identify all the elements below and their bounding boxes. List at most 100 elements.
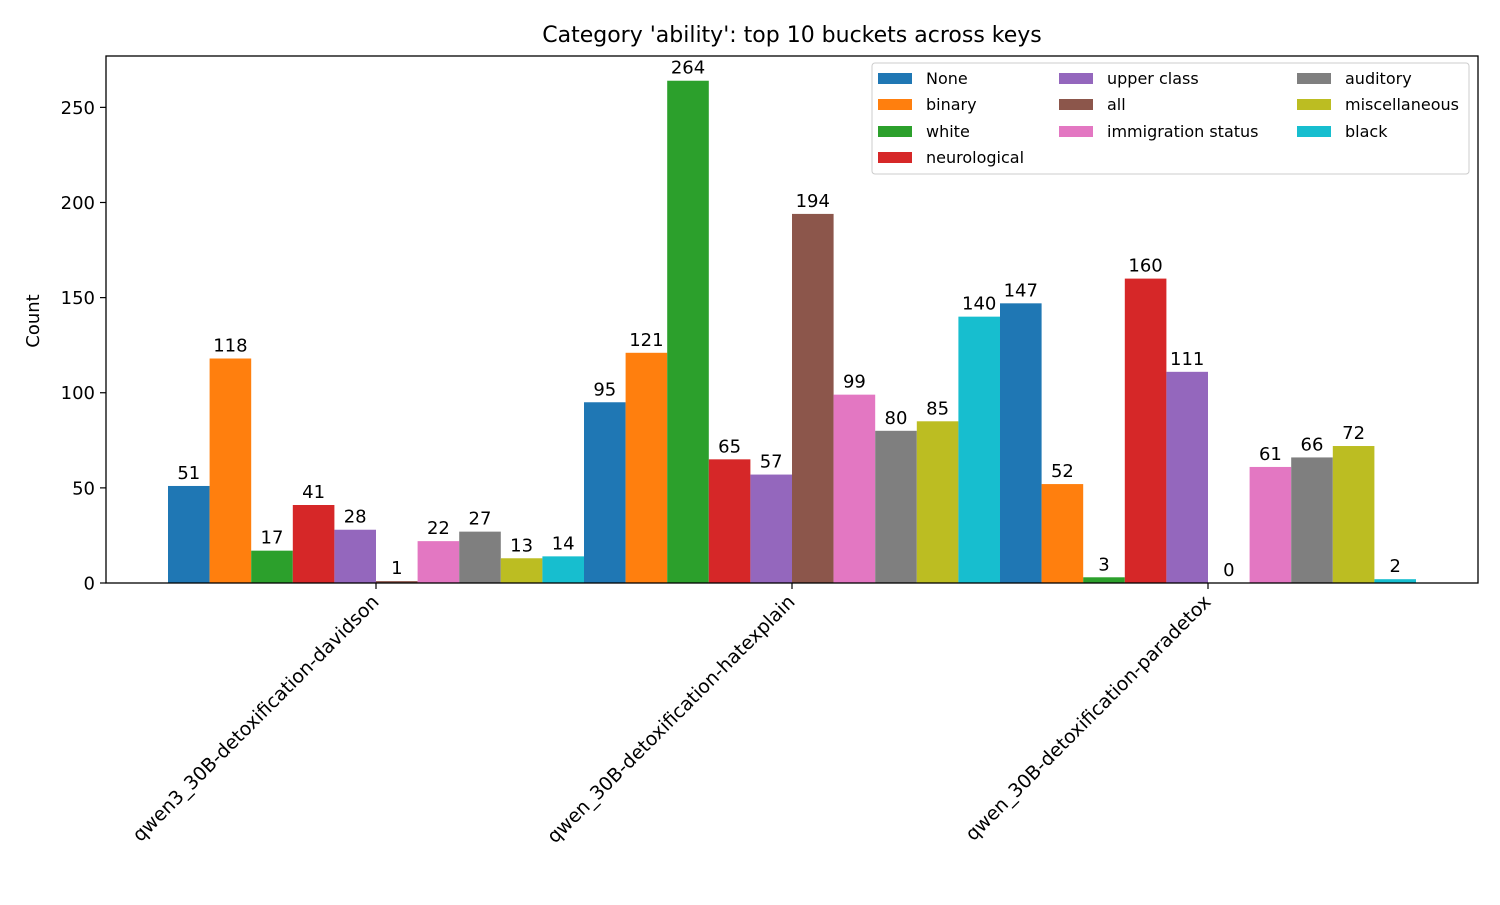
legend-label: None [926, 69, 968, 88]
bar-value-label: 95 [593, 379, 616, 400]
bar-value-label: 2 [1389, 556, 1400, 577]
y-tick-label: 0 [84, 574, 95, 595]
bar-value-label: 41 [302, 482, 325, 503]
bar [500, 558, 543, 583]
bar [1124, 278, 1167, 583]
legend-swatch [1297, 126, 1331, 137]
bar [1000, 303, 1042, 583]
bar-value-label: 22 [427, 518, 450, 539]
series-miscellaneous: 13 85 72 [500, 398, 1375, 583]
bar [1249, 466, 1292, 583]
bar-value-label: 66 [1301, 434, 1324, 455]
bar-value-label: 264 [671, 58, 705, 79]
bar-value-label: 3 [1098, 554, 1109, 575]
bar-value-label: 194 [796, 191, 830, 212]
bar [916, 421, 959, 583]
bar [376, 581, 418, 583]
legend-item: immigration status [1059, 122, 1259, 141]
bar-value-label: 99 [843, 372, 866, 393]
bar-value-label: 57 [760, 452, 783, 473]
bar [1041, 484, 1084, 583]
series-neurological: 41 65 160 [292, 256, 1167, 583]
bar [584, 402, 626, 583]
x-tick-label: qwen3_30B-detoxification-davidson [128, 591, 383, 846]
legend-swatch [878, 126, 912, 137]
bar-value-label: 27 [469, 509, 492, 530]
bar [292, 505, 335, 583]
bar-value-label: 61 [1259, 444, 1282, 465]
legend-label: black [1345, 122, 1388, 141]
legend-label: auditory [1345, 69, 1412, 88]
legend-label: all [1107, 95, 1126, 114]
legend-swatch [1297, 99, 1331, 110]
bar [417, 541, 460, 583]
series-white: 17 264 3 [251, 58, 1125, 583]
legend-item: black [1297, 122, 1388, 141]
bar-value-label: 140 [962, 294, 996, 315]
legend-label: neurological [926, 148, 1024, 167]
bar [833, 394, 876, 583]
bar [708, 459, 751, 583]
legend-item: upper class [1059, 69, 1199, 88]
chart-title: Category 'ability': top 10 buckets acros… [542, 23, 1042, 48]
legend-item: all [1059, 95, 1126, 114]
bar-value-label: 28 [344, 507, 367, 528]
bar [1374, 579, 1416, 583]
legend-item: neurological [878, 148, 1024, 167]
legend-swatch [878, 152, 912, 163]
legend-label: miscellaneous [1345, 95, 1459, 114]
legend-swatch [878, 73, 912, 84]
bar [792, 213, 834, 583]
bar [1166, 371, 1208, 583]
bar [1083, 577, 1125, 583]
bar-value-label: 1 [391, 558, 402, 579]
series-upper-class: 28 57 111 [334, 349, 1208, 583]
bar [334, 529, 376, 583]
legend-swatch [1059, 73, 1093, 84]
series-black: 14 140 2 [542, 294, 1416, 583]
x-tick-label: qwen_30B-detoxification-hatexplain [543, 591, 800, 848]
legend-label: upper class [1107, 69, 1199, 88]
y-tick-label: 200 [61, 193, 95, 214]
legend-item: miscellaneous [1297, 95, 1459, 114]
bar-value-label: 80 [885, 408, 908, 429]
bar [251, 550, 293, 583]
legend-item: binary [878, 95, 977, 114]
bar [542, 556, 584, 583]
bar-value-label: 121 [629, 330, 663, 351]
legend-label: white [926, 122, 970, 141]
legend-box [871, 62, 1470, 175]
bar [1291, 457, 1333, 583]
y-axis-label: Count [23, 294, 44, 347]
bar [168, 485, 210, 583]
bar-value-label: 85 [926, 398, 949, 419]
series-None: 51 95 147 [168, 280, 1042, 583]
bar-value-label: 65 [718, 436, 741, 457]
legend-item: white [878, 122, 970, 141]
bar-value-label: 13 [510, 535, 533, 556]
bar [625, 352, 668, 583]
bar [875, 430, 917, 583]
bar [958, 316, 1000, 583]
bar [209, 358, 252, 583]
legend-swatch [1297, 73, 1331, 84]
series-all: 1 194 0 [376, 191, 1235, 583]
bar-value-label: 72 [1342, 423, 1365, 444]
legend-label: immigration status [1107, 122, 1259, 141]
series-immigration-status: 22 99 61 [417, 372, 1292, 583]
bar-value-label: 147 [1004, 280, 1038, 301]
bar-value-label: 160 [1128, 256, 1162, 277]
bar-value-label: 14 [552, 533, 575, 554]
series-auditory: 27 80 66 [459, 408, 1333, 583]
bar-value-label: 17 [261, 528, 284, 549]
y-tick-label: 100 [61, 383, 95, 404]
legend-swatch [878, 99, 912, 110]
y-tick-label: 250 [61, 98, 95, 119]
legend-label: binary [926, 95, 977, 114]
bar [1332, 446, 1375, 583]
bar-value-label: 111 [1170, 349, 1204, 370]
bar-value-label: 0 [1223, 560, 1234, 581]
